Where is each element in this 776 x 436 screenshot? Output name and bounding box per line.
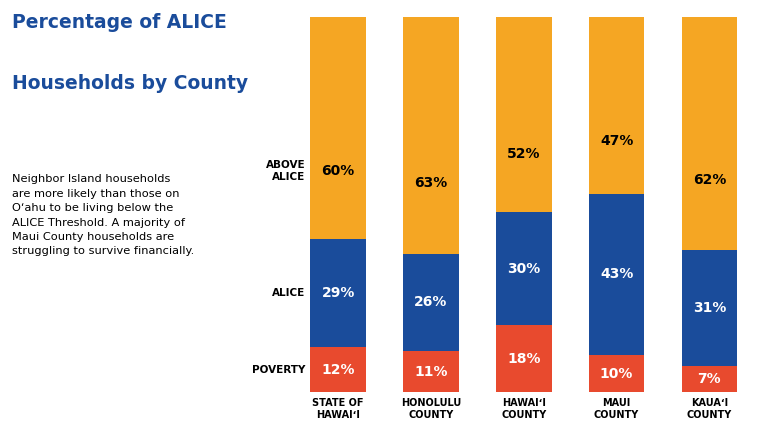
Text: 47%: 47%	[600, 134, 633, 148]
Text: 30%: 30%	[508, 262, 540, 276]
Text: 52%: 52%	[507, 147, 541, 161]
Text: 10%: 10%	[600, 367, 633, 381]
Text: ABOVE
ALICE: ABOVE ALICE	[266, 160, 306, 182]
Text: 29%: 29%	[321, 286, 355, 300]
Text: 43%: 43%	[600, 267, 633, 281]
Text: 62%: 62%	[693, 173, 726, 187]
Bar	[496, 325, 552, 392]
Text: ALICE: ALICE	[272, 288, 306, 298]
Bar	[589, 17, 644, 194]
Bar	[681, 366, 737, 392]
Bar	[681, 17, 737, 250]
Bar	[589, 194, 644, 355]
Text: Households by County: Households by County	[12, 74, 248, 93]
Text: 63%: 63%	[414, 176, 448, 190]
Text: 60%: 60%	[321, 164, 355, 178]
Bar	[496, 212, 552, 325]
Text: 18%: 18%	[507, 352, 541, 366]
Bar	[310, 14, 366, 238]
Bar	[310, 347, 366, 392]
Bar	[404, 17, 459, 254]
Bar	[589, 355, 644, 392]
Text: Percentage of ALICE: Percentage of ALICE	[12, 13, 227, 32]
Bar	[681, 250, 737, 366]
Text: 12%: 12%	[321, 363, 355, 377]
Text: 11%: 11%	[414, 365, 448, 379]
Text: 31%: 31%	[693, 301, 726, 315]
Text: Neighbor Island households
are more likely than those on
O‘ahu to be living belo: Neighbor Island households are more like…	[12, 174, 194, 256]
Text: 26%: 26%	[414, 296, 448, 310]
Text: 7%: 7%	[698, 372, 721, 386]
Bar	[404, 254, 459, 351]
Bar	[404, 351, 459, 392]
Bar	[496, 17, 552, 212]
Text: POVERTY: POVERTY	[252, 365, 306, 375]
Bar	[310, 238, 366, 347]
